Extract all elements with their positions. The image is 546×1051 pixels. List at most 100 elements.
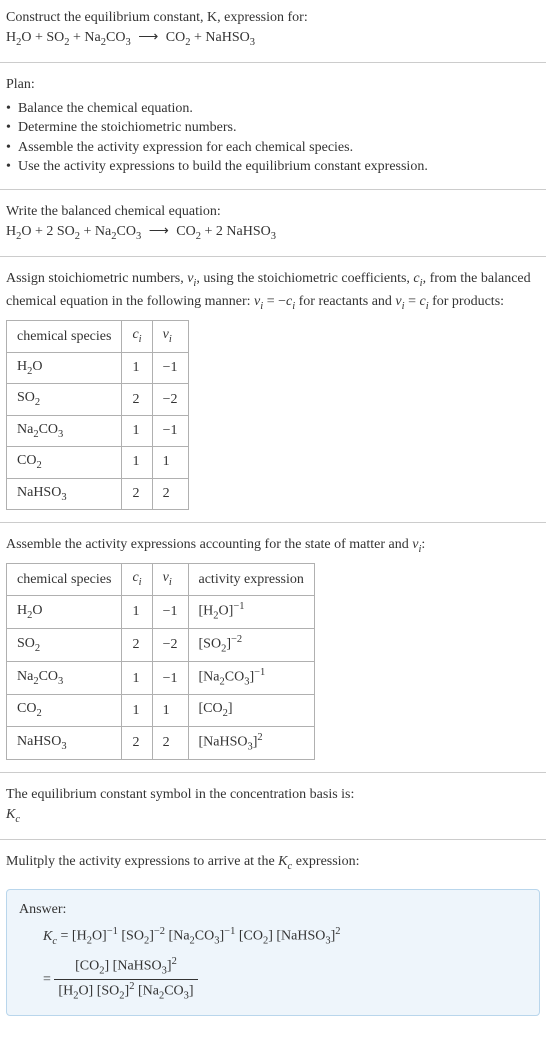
symbol-line1: The equilibrium constant symbol in the c…	[6, 785, 540, 805]
answer-label: Answer:	[19, 900, 527, 920]
table-row: Na2CO31−1	[7, 415, 189, 446]
col-species: chemical species	[7, 564, 122, 595]
list-item: •Balance the chemical equation.	[6, 99, 540, 119]
plan-item-text: Use the activity expressions to build th…	[18, 157, 428, 177]
balanced-title: Write the balanced chemical equation:	[6, 202, 540, 222]
divider	[0, 62, 546, 63]
table-row: SO22−2[SO2]−2	[7, 629, 315, 662]
cell-species: Na2CO3	[7, 662, 122, 695]
divider	[0, 522, 546, 523]
table-row: Na2CO31−1[Na2CO3]−1	[7, 662, 315, 695]
cell-species: Na2CO3	[7, 415, 122, 446]
divider	[0, 189, 546, 190]
col-species: chemical species	[7, 321, 122, 352]
answer-box: Answer: Kc = [H2O]−1 [SO2]−2 [Na2CO3]−1 …	[6, 889, 540, 1016]
divider	[0, 839, 546, 840]
cell-activity: [NaHSO3]2	[188, 726, 314, 759]
plan-list: •Balance the chemical equation. •Determi…	[6, 99, 540, 177]
table-row: H2O1−1	[7, 352, 189, 383]
plan-title: Plan:	[6, 75, 540, 95]
bullet-icon: •	[6, 157, 18, 177]
activity-section: Assemble the activity expressions accoun…	[0, 527, 546, 768]
multiply-text: Mulitply the activity expressions to arr…	[6, 852, 540, 874]
cell-c: 2	[122, 384, 152, 415]
balanced-section: Write the balanced chemical equation: H2…	[0, 194, 546, 252]
table-header-row: chemical species ci νi activity expressi…	[7, 564, 315, 595]
cell-c: 1	[122, 695, 152, 726]
cell-species: NaHSO3	[7, 726, 122, 759]
answer-line1: Kc = [H2O]−1 [SO2]−2 [Na2CO3]−1 [CO2] [N…	[43, 925, 527, 949]
table-row: CO211[CO2]	[7, 695, 315, 726]
cell-v: −1	[152, 662, 188, 695]
answer-fraction-line: = [CO2] [NaHSO3]2 [H2O] [SO2]2 [Na2CO3]	[43, 955, 527, 1004]
cell-v: 2	[152, 726, 188, 759]
plan-item-text: Assemble the activity expression for eac…	[18, 138, 353, 158]
intro-section: Construct the equilibrium constant, K, e…	[0, 0, 546, 58]
stoich-text: Assign stoichiometric numbers, νi, using…	[6, 269, 540, 314]
cell-species: SO2	[7, 629, 122, 662]
cell-v: −1	[152, 415, 188, 446]
cell-v: −2	[152, 629, 188, 662]
cell-species: CO2	[7, 447, 122, 478]
list-item: •Use the activity expressions to build t…	[6, 157, 540, 177]
plan-section: Plan: •Balance the chemical equation. •D…	[0, 67, 546, 185]
cell-c: 2	[122, 478, 152, 509]
list-item: •Determine the stoichiometric numbers.	[6, 118, 540, 138]
cell-v: 1	[152, 695, 188, 726]
cell-c: 1	[122, 352, 152, 383]
cell-c: 2	[122, 726, 152, 759]
table-row: H2O1−1[H2O]−1	[7, 595, 315, 628]
table-row: NaHSO322[NaHSO3]2	[7, 726, 315, 759]
activity-table: chemical species ci νi activity expressi…	[6, 563, 315, 760]
cell-activity: [CO2]	[188, 695, 314, 726]
table-row: SO22−2	[7, 384, 189, 415]
table-row: CO211	[7, 447, 189, 478]
stoich-section: Assign stoichiometric numbers, νi, using…	[0, 261, 546, 518]
col-vi: νi	[152, 564, 188, 595]
stoich-table: chemical species ci νi H2O1−1 SO22−2 Na2…	[6, 320, 189, 510]
cell-species: CO2	[7, 695, 122, 726]
fraction-denominator: [H2O] [SO2]2 [Na2CO3]	[54, 980, 197, 1004]
answer-equals: =	[43, 972, 51, 987]
bullet-icon: •	[6, 99, 18, 119]
table-row: NaHSO322	[7, 478, 189, 509]
plan-item-text: Balance the chemical equation.	[18, 99, 193, 119]
cell-species: NaHSO3	[7, 478, 122, 509]
activity-text: Assemble the activity expressions accoun…	[6, 535, 540, 557]
fraction: [CO2] [NaHSO3]2 [H2O] [SO2]2 [Na2CO3]	[54, 955, 197, 1004]
col-activity: activity expression	[188, 564, 314, 595]
col-ci: ci	[122, 321, 152, 352]
divider	[0, 772, 546, 773]
intro-line1: Construct the equilibrium constant, K, e…	[6, 8, 540, 28]
cell-species: H2O	[7, 352, 122, 383]
cell-v: −1	[152, 595, 188, 628]
plan-item-text: Determine the stoichiometric numbers.	[18, 118, 237, 138]
cell-v: 1	[152, 447, 188, 478]
cell-species: H2O	[7, 595, 122, 628]
cell-activity: [SO2]−2	[188, 629, 314, 662]
cell-c: 1	[122, 595, 152, 628]
multiply-section: Mulitply the activity expressions to arr…	[0, 844, 546, 882]
list-item: •Assemble the activity expression for ea…	[6, 138, 540, 158]
cell-activity: [Na2CO3]−1	[188, 662, 314, 695]
intro-equation: H2O + SO2 + Na2CO3 ⟶ CO2 + NaHSO3	[6, 28, 540, 50]
cell-species: SO2	[7, 384, 122, 415]
table-header-row: chemical species ci νi	[7, 321, 189, 352]
divider	[0, 256, 546, 257]
symbol-kc: Kc	[6, 805, 540, 827]
bullet-icon: •	[6, 118, 18, 138]
fraction-numerator: [CO2] [NaHSO3]2	[54, 955, 197, 980]
col-ci: ci	[122, 564, 152, 595]
bullet-icon: •	[6, 138, 18, 158]
cell-c: 2	[122, 629, 152, 662]
col-vi: νi	[152, 321, 188, 352]
cell-v: −2	[152, 384, 188, 415]
cell-v: −1	[152, 352, 188, 383]
symbol-section: The equilibrium constant symbol in the c…	[0, 777, 546, 835]
cell-v: 2	[152, 478, 188, 509]
cell-activity: [H2O]−1	[188, 595, 314, 628]
cell-c: 1	[122, 662, 152, 695]
cell-c: 1	[122, 415, 152, 446]
balanced-equation: H2O + 2 SO2 + Na2CO3 ⟶ CO2 + 2 NaHSO3	[6, 222, 540, 244]
cell-c: 1	[122, 447, 152, 478]
